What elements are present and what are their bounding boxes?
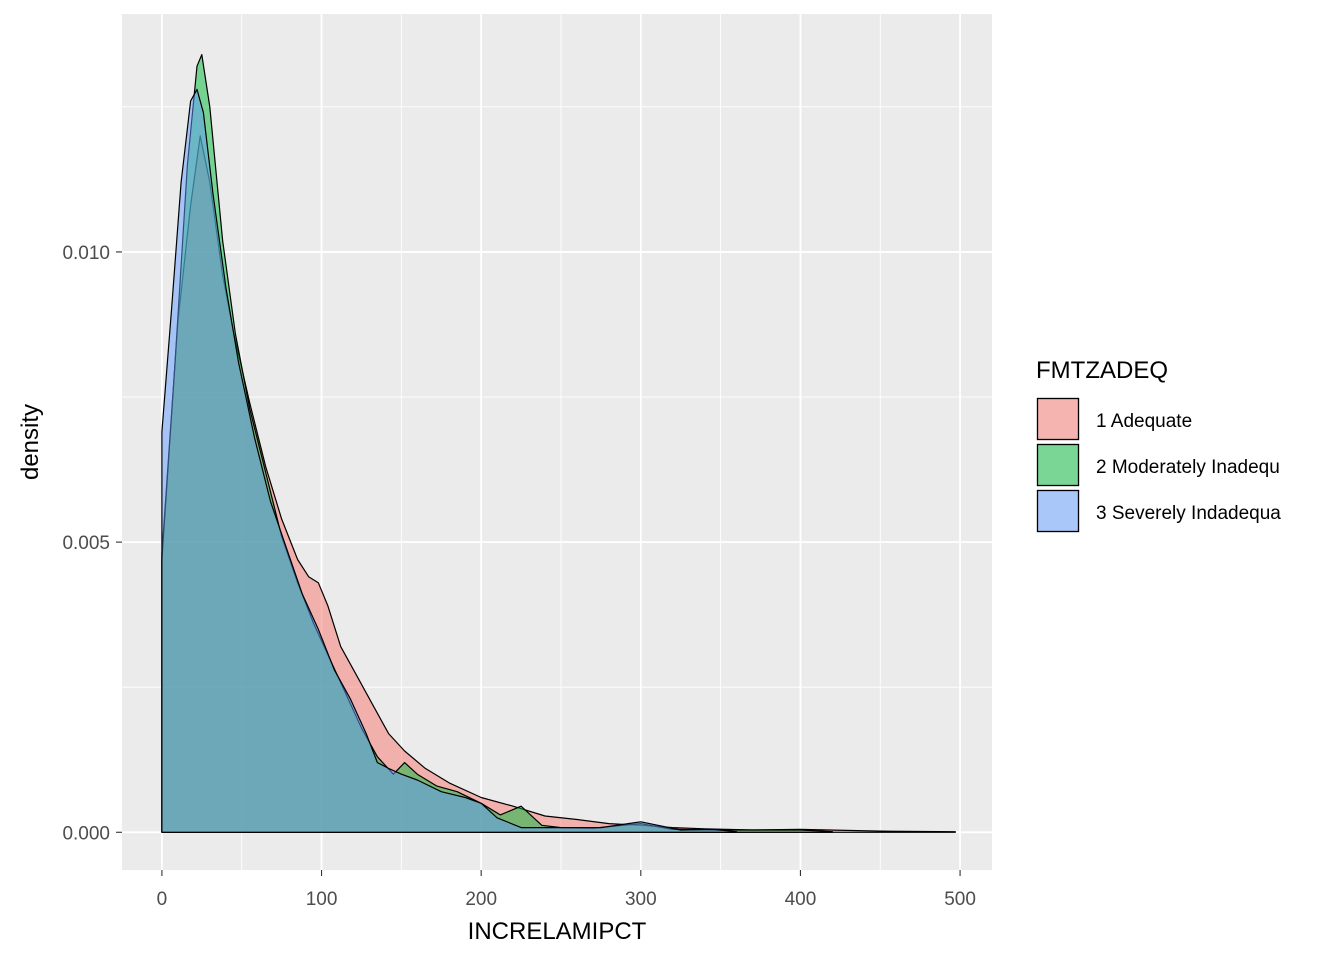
x-tick-label: 100: [306, 889, 338, 910]
legend-key: [1036, 489, 1080, 533]
legend: FMTZADEQ 1 Adequate 2 Moderately Inadequ 3…: [1036, 357, 1281, 533]
x-tick-label: 0: [157, 889, 168, 910]
density-area-3: [161, 88, 738, 833]
series-layer: [161, 54, 956, 833]
x-tick-label: 500: [944, 889, 976, 910]
y-axis-title: density: [17, 404, 44, 480]
legend-label: 1 Adequate: [1096, 411, 1192, 432]
y-tick-label: 0.010: [62, 243, 110, 264]
legend-key: [1036, 443, 1080, 487]
y-tick-label: 0.000: [62, 823, 110, 844]
x-tick-label: 300: [625, 889, 657, 910]
y-axis: 0.000 0.005 0.010: [62, 243, 122, 844]
y-tick-label: 0.005: [62, 533, 110, 554]
legend-key: [1036, 397, 1080, 441]
x-tick-label: 200: [465, 889, 497, 910]
x-tick-label: 400: [785, 889, 817, 910]
legend-label: 2 Moderately Inadequ: [1096, 457, 1280, 478]
legend-title: FMTZADEQ: [1036, 357, 1168, 384]
legend-label: 3 Severely Indadequa: [1096, 503, 1281, 524]
x-axis-title: INCRELAMIPCT: [468, 918, 647, 945]
x-axis: 0 100 200 300 400 500: [157, 870, 976, 910]
